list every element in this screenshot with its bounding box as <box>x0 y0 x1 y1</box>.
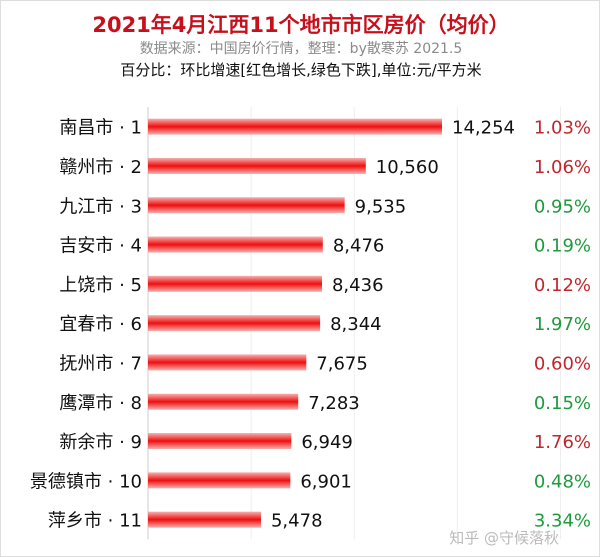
change-label: 0.15% <box>534 393 591 414</box>
value-label: 10,560 <box>376 157 439 178</box>
change-label: 0.60% <box>534 353 591 374</box>
value-label: 14,254 <box>452 118 515 139</box>
change-label: 0.48% <box>534 471 591 492</box>
category-label: 宜春市 · 6 <box>59 314 142 335</box>
category-label: 鹰潭市 · 8 <box>59 393 142 414</box>
value-label: 9,535 <box>355 196 407 217</box>
value-label: 7,283 <box>308 393 360 414</box>
bar <box>148 236 323 253</box>
chart-subtitle: 数据来源：中国房价行情，整理：by散寒苏 2021.5 <box>139 41 463 57</box>
chart-note: 百分比：环比增速[红色增长,绿色下跌],单位:元/平方米 <box>120 61 482 79</box>
value-label: 8,436 <box>332 275 384 296</box>
category-label: 九江市 · 3 <box>59 196 142 217</box>
change-label: 1.03% <box>534 118 591 139</box>
category-label: 抚州市 · 7 <box>59 353 142 374</box>
change-label: 1.76% <box>534 432 591 453</box>
change-label: 1.06% <box>534 157 591 178</box>
bar <box>148 433 292 450</box>
value-label: 8,476 <box>333 236 385 257</box>
bar <box>148 315 321 332</box>
bar <box>148 197 345 214</box>
bar <box>148 157 366 174</box>
category-label: 赣州市 · 2 <box>59 157 142 178</box>
category-label: 景德镇市 · 10 <box>30 471 142 492</box>
value-label: 8,344 <box>330 314 382 335</box>
value-label: 6,901 <box>300 471 352 492</box>
category-label: 南昌市 · 1 <box>59 118 142 139</box>
category-label: 吉安市 · 4 <box>59 236 142 257</box>
bar <box>148 354 307 371</box>
category-label: 新余市 · 9 <box>59 432 142 453</box>
bar <box>148 472 291 489</box>
change-label: 1.97% <box>534 314 591 335</box>
value-label: 5,478 <box>271 511 323 532</box>
watermark: 知乎 @守候落秋 <box>449 529 559 547</box>
change-label: 0.19% <box>534 236 591 257</box>
change-label: 0.12% <box>534 275 591 296</box>
category-label: 上饶市 · 5 <box>59 275 142 296</box>
value-label: 6,949 <box>301 432 353 453</box>
change-label: 0.95% <box>534 196 591 217</box>
category-label: 萍乡市 · 11 <box>48 511 142 532</box>
bar <box>148 393 299 410</box>
bar <box>148 275 322 292</box>
bar <box>148 511 261 528</box>
chart-title: 2021年4月江西11个地市市区房价（均价） <box>92 13 510 37</box>
value-label: 7,675 <box>316 353 368 374</box>
change-label: 3.34% <box>534 511 591 532</box>
bar <box>148 118 442 135</box>
